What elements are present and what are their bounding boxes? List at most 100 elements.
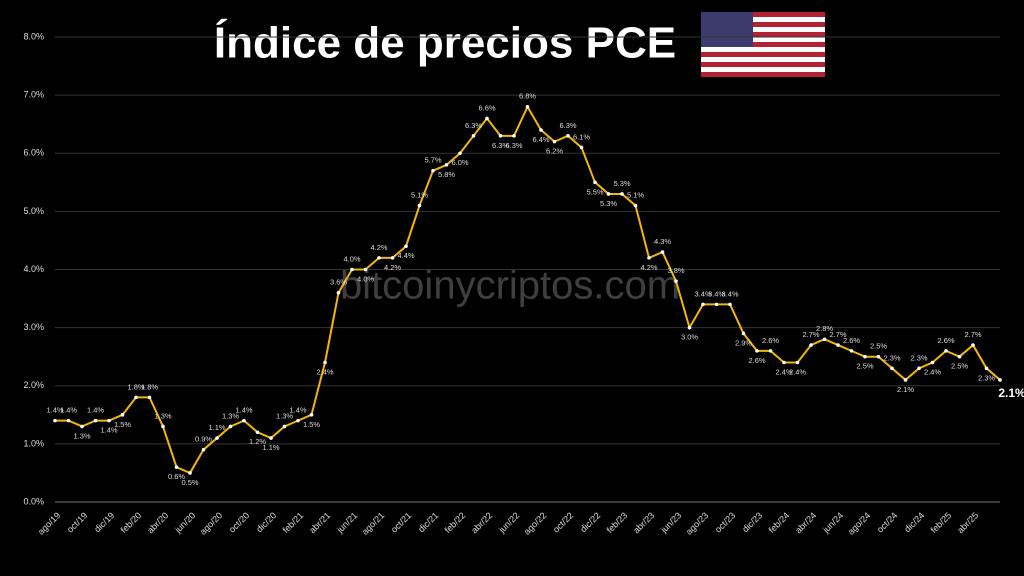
data-label: 2.7%	[964, 330, 981, 339]
point	[768, 349, 773, 353]
point	[566, 134, 570, 138]
point	[957, 354, 962, 359]
x-tick-label: oct/21	[389, 510, 413, 534]
point	[998, 378, 1002, 382]
point	[903, 378, 908, 382]
x-tick-label: feb/22	[443, 510, 468, 535]
x-tick-label: oct/20	[227, 510, 251, 534]
y-tick-label: 8.0%	[23, 31, 44, 41]
point	[53, 418, 57, 423]
data-label: 2.8%	[816, 324, 833, 333]
x-tick-label: jun/23	[658, 510, 683, 535]
point	[890, 366, 894, 371]
y-tick-label: 6.0%	[23, 148, 44, 158]
point	[525, 104, 530, 109]
data-label: 6.1%	[573, 132, 590, 141]
data-label: 2.4%	[924, 367, 941, 376]
data-label: 1.4%	[87, 406, 104, 415]
point	[404, 244, 408, 249]
y-tick-label: 4.0%	[23, 264, 44, 274]
data-label: 5.3%	[613, 179, 630, 188]
point	[822, 337, 827, 342]
point	[741, 331, 746, 336]
point	[444, 163, 449, 167]
data-label: 4.2%	[384, 263, 401, 272]
x-tick-label: ago/23	[684, 510, 711, 537]
point	[660, 250, 665, 254]
data-label: 2.6%	[762, 336, 779, 345]
point	[161, 424, 165, 429]
point	[174, 465, 179, 469]
point	[485, 116, 489, 121]
point	[606, 192, 611, 196]
data-label: 2.4%	[316, 367, 333, 376]
point	[944, 349, 948, 353]
point	[552, 139, 557, 144]
point	[458, 151, 462, 156]
point	[512, 134, 516, 138]
point	[795, 360, 800, 365]
point	[323, 360, 327, 365]
data-label: 2.3%	[883, 353, 900, 362]
point	[620, 192, 624, 196]
x-tick-label: oct/23	[713, 510, 737, 534]
point	[836, 343, 840, 347]
data-label: 3.8%	[667, 266, 684, 275]
data-label: 1.1%	[262, 443, 279, 452]
y-tick-label: 2.0%	[23, 380, 44, 390]
x-tick-label: jun/20	[172, 510, 197, 535]
x-tick-label: dic/23	[740, 510, 764, 534]
data-label: 4.4%	[397, 251, 414, 260]
data-label: 1.4%	[60, 406, 77, 415]
point	[390, 256, 395, 260]
data-label: 5.3%	[600, 199, 617, 208]
point	[984, 366, 989, 371]
point	[633, 203, 638, 208]
data-label: 0.9%	[195, 435, 212, 444]
data-label: 2.7%	[829, 330, 846, 339]
point	[498, 134, 503, 138]
point	[417, 203, 422, 208]
data-label: 2.6%	[937, 336, 954, 345]
data-label: 5.5%	[586, 187, 603, 196]
chart-title: Índice de precios PCE	[214, 18, 676, 68]
y-tick-label: 1.0%	[23, 438, 44, 448]
x-tick-label: dic/24	[902, 510, 926, 534]
point	[876, 354, 881, 359]
point	[80, 424, 84, 429]
point	[147, 395, 152, 400]
flag	[701, 12, 825, 77]
data-label: 6.3%	[559, 121, 576, 130]
watermark: bitcoinycriptos.com	[340, 264, 680, 308]
y-tick-label: 3.0%	[23, 322, 44, 332]
x-tick-label: abr/22	[469, 510, 494, 535]
data-label: 6.0%	[451, 158, 468, 167]
data-label: 1.3%	[73, 431, 90, 440]
data-label: 1.3%	[276, 411, 293, 420]
x-tick-label: dic/21	[416, 510, 440, 534]
x-tick-label: ago/24	[846, 510, 873, 537]
data-label: 2.9%	[735, 338, 752, 347]
data-label: 1.5%	[114, 420, 131, 429]
point	[930, 360, 935, 365]
data-label: 1.4%	[46, 406, 63, 415]
data-label: 2.4%	[789, 367, 806, 376]
x-tick-label: feb/24	[767, 510, 792, 535]
point	[296, 418, 300, 423]
data-label: 3.4%	[708, 289, 725, 298]
point	[755, 349, 759, 353]
x-tick-label: ago/22	[522, 510, 549, 537]
point	[228, 424, 233, 429]
point	[134, 395, 138, 400]
point	[215, 436, 219, 440]
data-label: 6.3%	[465, 121, 482, 130]
data-label: 2.1%	[998, 386, 1024, 400]
data-label: 1.1%	[208, 423, 225, 432]
data-label: 0.6%	[168, 472, 185, 481]
point	[539, 128, 543, 132]
point	[471, 134, 476, 138]
x-tick-label: feb/21	[281, 510, 306, 535]
point	[350, 267, 354, 272]
data-label: 1.2%	[249, 437, 266, 446]
